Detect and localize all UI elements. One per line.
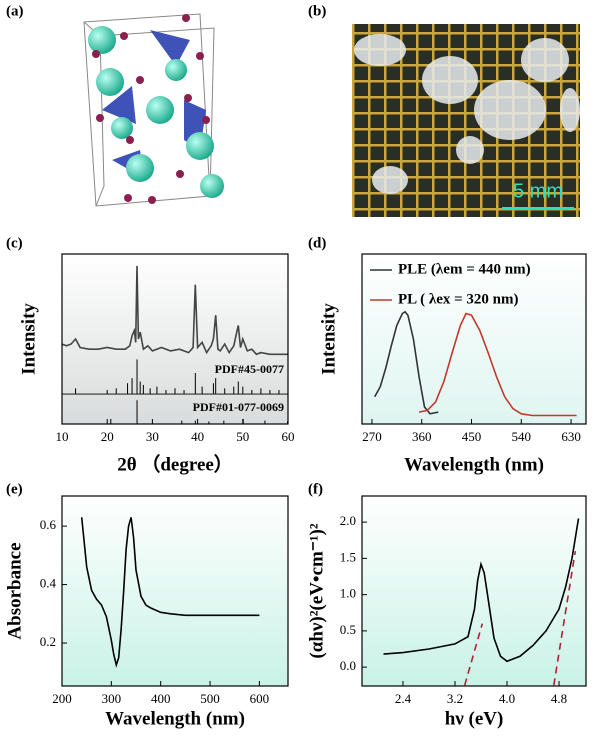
data-line: [80, 517, 260, 668]
y-tick-label: 0.2: [40, 634, 56, 649]
panel-label: (b): [308, 3, 326, 19]
x-tick-label: 4.8: [551, 691, 567, 706]
plot-area: [362, 496, 586, 686]
x-tick-label: 600: [250, 691, 270, 706]
panel-label: (f): [308, 481, 323, 497]
panel-label: (c): [6, 235, 23, 251]
y-tick-label: 0.5: [340, 622, 356, 637]
x-tick-label: 4.0: [499, 691, 515, 706]
photo: 5 mm: [352, 24, 580, 217]
x-tick-label: 30: [146, 429, 159, 444]
panel-label: (e): [6, 481, 23, 497]
data-line: [463, 623, 484, 686]
legend-label: PL ( λex = 320 nm): [398, 291, 519, 307]
plot-area: [62, 496, 288, 686]
x-tick-label: 630: [561, 429, 581, 444]
y-tick-label: 0.0: [340, 658, 356, 673]
plot-frame: [361, 495, 587, 687]
data-line: [418, 312, 577, 417]
x-axis-title: Wavelength (nm): [105, 708, 245, 729]
pattern-label: PDF#45-0077: [215, 362, 284, 376]
plot-area: [362, 254, 586, 424]
plot-frame: [61, 495, 289, 687]
x-axis-title: Wavelength (nm): [404, 454, 544, 475]
x-tick-label: 10: [56, 429, 69, 444]
x-tick-label: 60: [282, 429, 295, 444]
y-axis-title: Intensity: [18, 303, 39, 375]
x-tick-label: 2.4: [395, 691, 412, 706]
x-tick-label: 40: [191, 429, 204, 444]
crystal-structure: [83, 13, 224, 207]
y-tick-label: 2.0: [340, 513, 356, 528]
y-axis-title: (αhν)²(eV•cm⁻¹)²: [306, 523, 327, 658]
plot-frame: [361, 253, 587, 425]
legend-label: PLE (λem = 440 nm): [398, 261, 531, 277]
y-axis-title: Intensity: [318, 303, 339, 375]
data-line: [553, 550, 577, 686]
x-tick-label: 400: [151, 691, 171, 706]
y-tick-label: 1.5: [340, 549, 356, 564]
x-tick-label: 300: [102, 691, 122, 706]
x-tick-label: 270: [362, 429, 382, 444]
pattern-label: PDF#01-077-0069: [193, 400, 284, 414]
x-tick-label: 50: [236, 429, 249, 444]
x-tick-label: 20: [101, 429, 114, 444]
y-tick-label: 1.0: [340, 586, 356, 601]
x-tick-label: 500: [200, 691, 220, 706]
x-tick-label: 450: [462, 429, 482, 444]
data-line: [373, 310, 439, 415]
scale-bar-label: 5 mm: [513, 180, 563, 202]
x-axis-title: 2θ （degree）: [117, 452, 233, 475]
panel-label: (d): [308, 235, 326, 251]
y-tick-label: 0.4: [40, 576, 57, 591]
panel-label: (a): [6, 3, 24, 19]
y-axis-title: Absorbance: [4, 542, 25, 639]
plot-area: [62, 254, 288, 424]
data-line: [383, 518, 580, 663]
plot-frame: [61, 253, 289, 425]
y-tick-label: 0.6: [40, 517, 57, 532]
x-axis-title: hν (eV): [445, 708, 504, 729]
x-tick-label: 3.2: [447, 691, 463, 706]
x-tick-label: 200: [52, 691, 72, 706]
x-tick-label: 360: [412, 429, 432, 444]
data-line: [62, 265, 288, 356]
x-tick-label: 540: [512, 429, 532, 444]
